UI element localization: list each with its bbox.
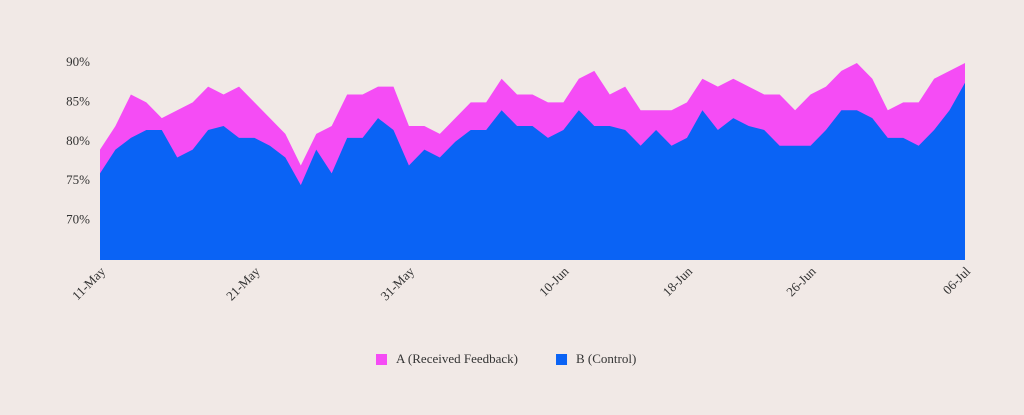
y-tick-label: 75%: [66, 172, 90, 187]
y-tick-label: 70%: [66, 212, 90, 227]
area: [100, 82, 965, 260]
x-tick-label: 10-Jun: [536, 263, 572, 299]
legend-label: A (Received Feedback): [396, 351, 518, 366]
x-tick-label: 18-Jun: [660, 263, 696, 299]
y-tick-label: 90%: [66, 54, 90, 69]
x-tick-label: 31-May: [377, 263, 417, 303]
legend-swatch: [376, 354, 387, 365]
y-tick-label: 80%: [66, 133, 90, 148]
x-tick-label: 06-Jul: [940, 263, 974, 297]
legend-swatch: [556, 354, 568, 365]
legend-label: B (Control): [576, 351, 636, 366]
x-tick-label: 11-May: [69, 263, 109, 303]
x-tick-label: 26-Jun: [783, 263, 819, 299]
y-tick-label: 85%: [66, 93, 90, 108]
x-tick-label: 21-May: [223, 263, 263, 303]
